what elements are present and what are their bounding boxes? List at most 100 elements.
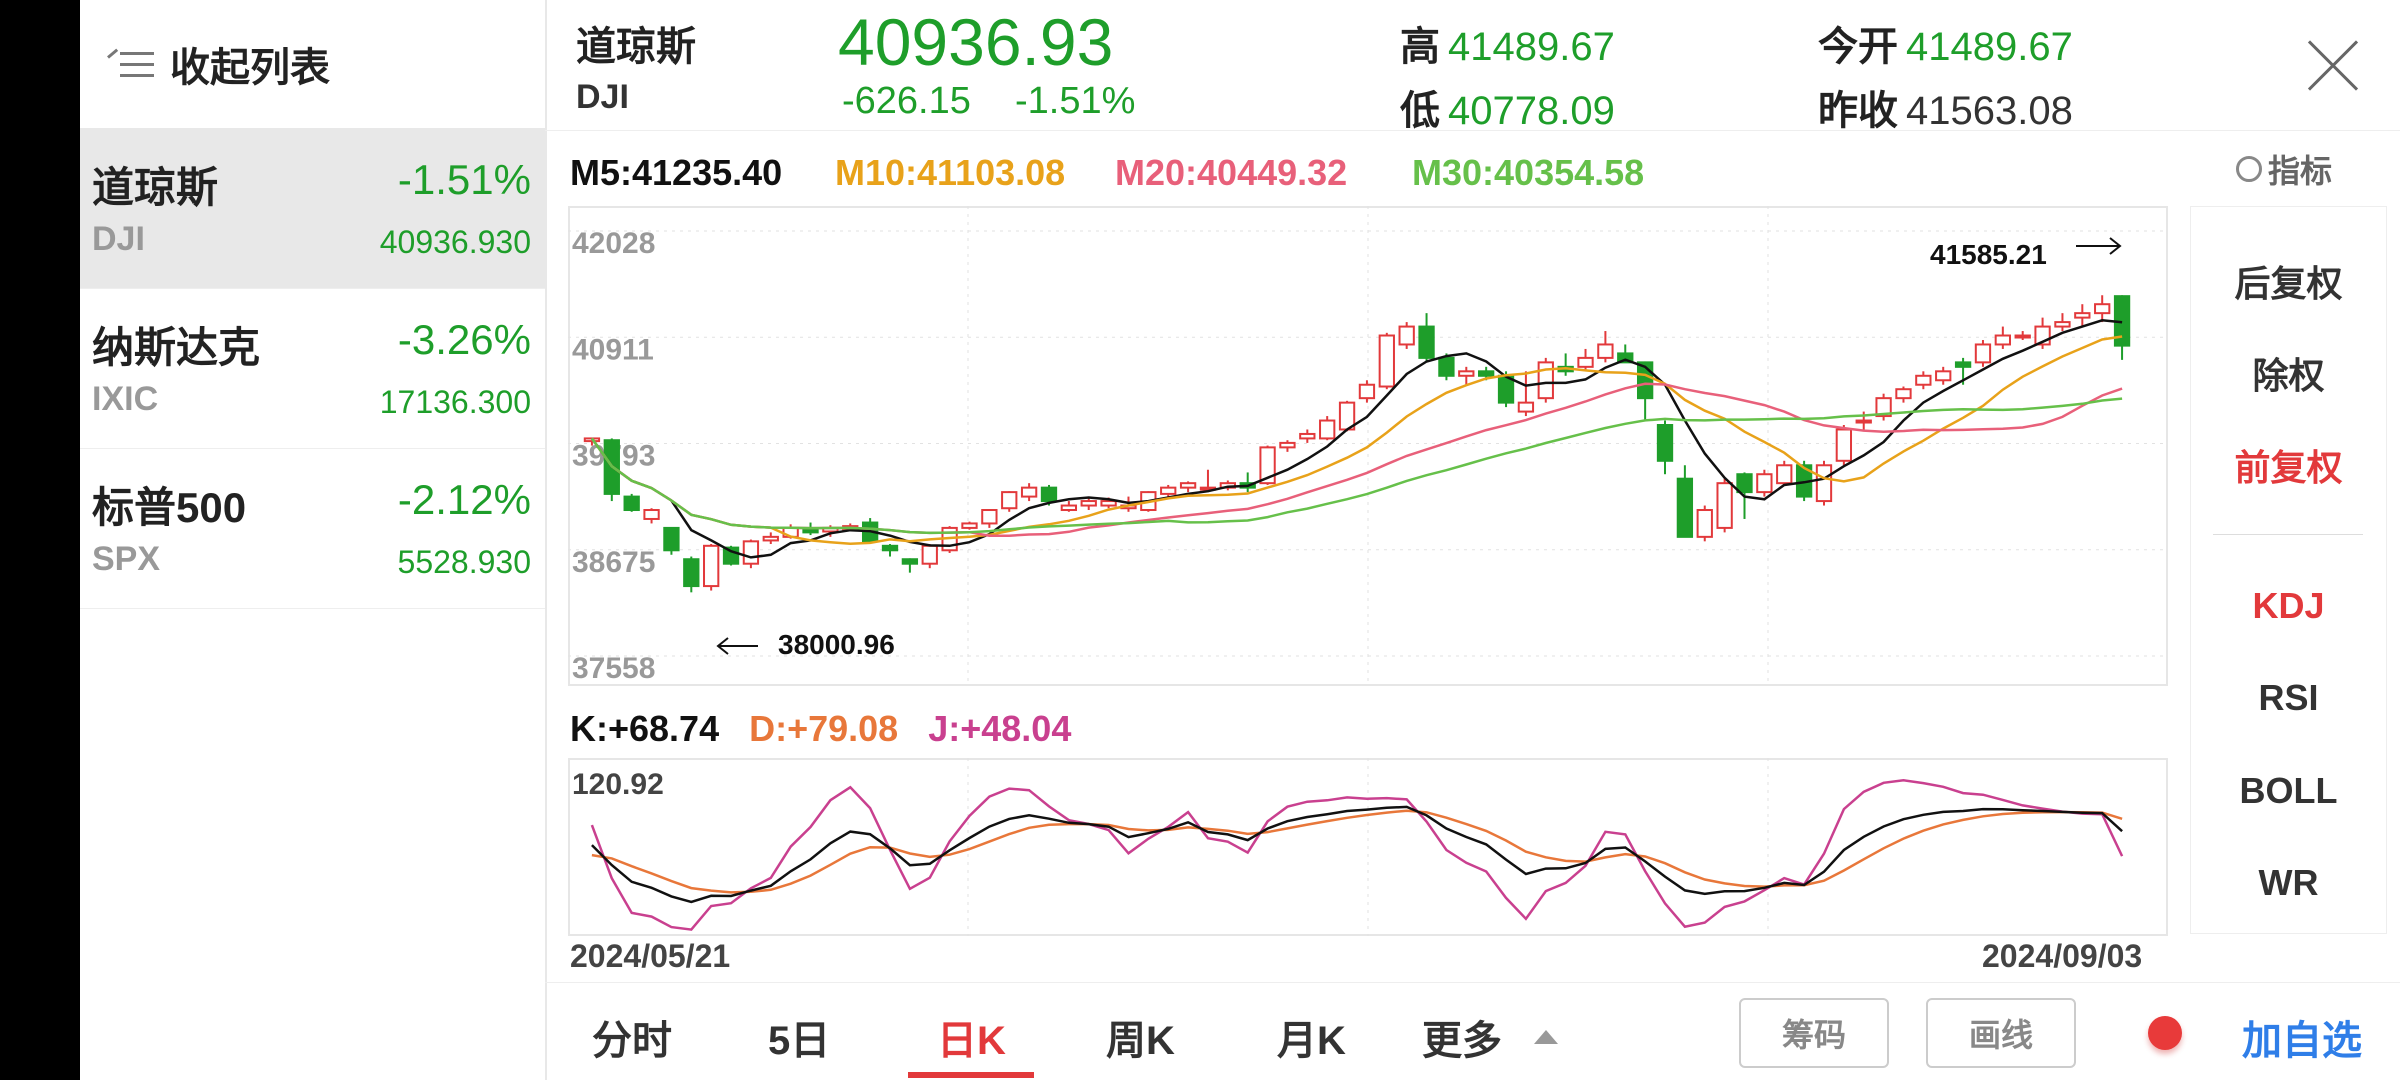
close-icon[interactable] bbox=[2305, 38, 2361, 94]
candle-body bbox=[1299, 432, 1316, 440]
candle-body bbox=[1458, 370, 1475, 377]
ma5-label: M5:41235.40 bbox=[570, 152, 783, 193]
adjustment-indicator-panel: 后复权 除权 前复权 KDJ RSI BOLL WR bbox=[2190, 206, 2387, 934]
ma30-line bbox=[590, 397, 2123, 535]
candle-body bbox=[2014, 334, 2031, 339]
ma20-line bbox=[590, 382, 2123, 537]
y-tick-label: 37558 bbox=[572, 652, 655, 685]
index-change-pct: -2.12% bbox=[397, 476, 531, 523]
candle-body bbox=[1935, 370, 1952, 382]
index-item-spx[interactable]: 标普500 SPX -2.12% 5528.930 bbox=[80, 448, 545, 609]
ma10-line bbox=[590, 335, 2123, 546]
candle-body bbox=[1597, 343, 1614, 359]
boll-button[interactable]: BOLL bbox=[2239, 770, 2338, 811]
rsi-button[interactable]: RSI bbox=[2258, 677, 2319, 718]
candle-body bbox=[802, 528, 819, 534]
candle-body bbox=[961, 522, 978, 529]
candle-body bbox=[1716, 482, 1733, 529]
candle-body bbox=[1398, 325, 1415, 346]
tab-timeshare[interactable]: 分时 bbox=[592, 1019, 672, 1063]
kdj-button[interactable]: KDJ bbox=[2252, 585, 2325, 626]
kdj-d-label: D:+79.08 bbox=[749, 708, 899, 749]
candle-body bbox=[762, 535, 779, 542]
wr-button[interactable]: WR bbox=[2258, 862, 2319, 903]
ex-rights-button[interactable]: 除权 bbox=[2252, 355, 2325, 396]
adjust-backward-button[interactable]: 后复权 bbox=[2234, 263, 2343, 304]
index-name: 标普500 bbox=[92, 484, 247, 531]
candle-body bbox=[1100, 500, 1117, 507]
gauge-icon bbox=[2236, 156, 2262, 182]
candle-body bbox=[683, 558, 700, 588]
index-item-ixic[interactable]: 纳斯达克 IXIC -3.26% 17136.300 bbox=[80, 288, 545, 449]
kdj-chart[interactable]: 120.92 bbox=[568, 758, 2168, 936]
candle-body bbox=[1577, 356, 1594, 368]
candle-body bbox=[1954, 361, 1972, 368]
header-divider bbox=[545, 130, 2400, 131]
candle-body bbox=[2074, 312, 2091, 319]
candle-body bbox=[1478, 370, 1495, 377]
candle-body bbox=[1855, 419, 1872, 424]
prev-close-value: 41563.08 bbox=[1906, 89, 2073, 133]
candlestick-chart[interactable]: 420284091139793386753755838000.9641585.2… bbox=[568, 206, 2168, 686]
candle-body bbox=[1438, 356, 1455, 377]
price-change-pct: -1.51% bbox=[1015, 80, 1136, 122]
kdj-k-line bbox=[591, 805, 2123, 904]
open-value: 41489.67 bbox=[1906, 25, 2073, 69]
tab-weekly-k[interactable]: 周K bbox=[1106, 1019, 1175, 1063]
candle-body bbox=[1160, 486, 1177, 495]
index-item-dji[interactable]: 道琼斯 DJI -1.51% 40936.930 bbox=[80, 128, 545, 289]
candle-body bbox=[2094, 303, 2111, 315]
start-date: 2024/05/21 bbox=[570, 938, 731, 974]
candle-body bbox=[1875, 397, 1892, 418]
more-arrow-icon[interactable] bbox=[1534, 1030, 1558, 1044]
adjust-forward-button[interactable]: 前复权 bbox=[2234, 447, 2343, 488]
index-code: IXIC bbox=[92, 380, 159, 418]
collapse-list-button[interactable]: 收起列表 bbox=[80, 0, 545, 128]
candle-body bbox=[1895, 388, 1912, 400]
candle-body bbox=[1776, 464, 1793, 485]
high-arrow-head bbox=[2109, 237, 2122, 255]
tab-monthly-k[interactable]: 月K bbox=[1277, 1019, 1346, 1063]
candle-body bbox=[901, 558, 919, 565]
index-name: 纳斯达克 bbox=[92, 324, 261, 371]
left-black-bar bbox=[0, 0, 80, 1080]
index-name: 道琼斯 bbox=[92, 164, 219, 211]
current-price: 40936.93 bbox=[838, 5, 1114, 79]
kdj-k-label: K:+68.74 bbox=[570, 708, 720, 749]
index-change-pct: -1.51% bbox=[397, 156, 531, 203]
ma30-label: M30:40354.58 bbox=[1412, 152, 1645, 193]
high-value: 41489.67 bbox=[1448, 25, 1615, 69]
candle-body bbox=[1319, 419, 1336, 440]
collapse-list-label: 收起列表 bbox=[170, 46, 330, 90]
candle-body bbox=[1020, 486, 1038, 498]
record-icon[interactable] bbox=[2148, 1016, 2182, 1050]
candle-body bbox=[1676, 477, 1694, 538]
candle-body bbox=[1815, 464, 1833, 503]
candle-body bbox=[1656, 424, 1674, 462]
kdj-legend: K:+68.74 D:+79.08 J:+48.04 bbox=[570, 708, 1071, 750]
open-stat: 今开 41489.67 bbox=[1818, 14, 2073, 72]
chip-distribution-button[interactable]: 筹码 bbox=[1739, 998, 1889, 1068]
index-sidebar: 收起列表 道琼斯 DJI -1.51% 40936.930 纳斯达克 IXIC … bbox=[80, 0, 547, 1080]
bottom-divider bbox=[545, 982, 2400, 983]
candle-body bbox=[881, 544, 899, 552]
kdj-d-line bbox=[591, 809, 2123, 894]
tab-5day[interactable]: 5日 bbox=[768, 1019, 831, 1063]
index-code: DJI bbox=[92, 220, 145, 258]
candle-body bbox=[1994, 334, 2011, 346]
candle-body bbox=[1060, 504, 1078, 512]
index-change-pct: -3.26% bbox=[397, 316, 531, 363]
add-watchlist-button[interactable]: 加自选 bbox=[2242, 1019, 2362, 1063]
tab-daily-k[interactable]: 日K bbox=[937, 1019, 1006, 1063]
candle-body bbox=[1378, 334, 1395, 388]
tab-more[interactable]: 更多 bbox=[1422, 1019, 1502, 1063]
candle-body bbox=[1736, 473, 1753, 494]
candle-body bbox=[663, 526, 680, 552]
y-tick-label: 38675 bbox=[572, 546, 655, 579]
ma5-line bbox=[590, 319, 2123, 559]
open-label: 今开 bbox=[1818, 25, 1898, 69]
end-date: 2024/09/03 bbox=[1982, 938, 2143, 974]
indicator-button[interactable]: 指标 bbox=[2236, 146, 2332, 192]
candle-body bbox=[1915, 374, 1932, 386]
draw-line-button[interactable]: 画线 bbox=[1926, 998, 2076, 1068]
